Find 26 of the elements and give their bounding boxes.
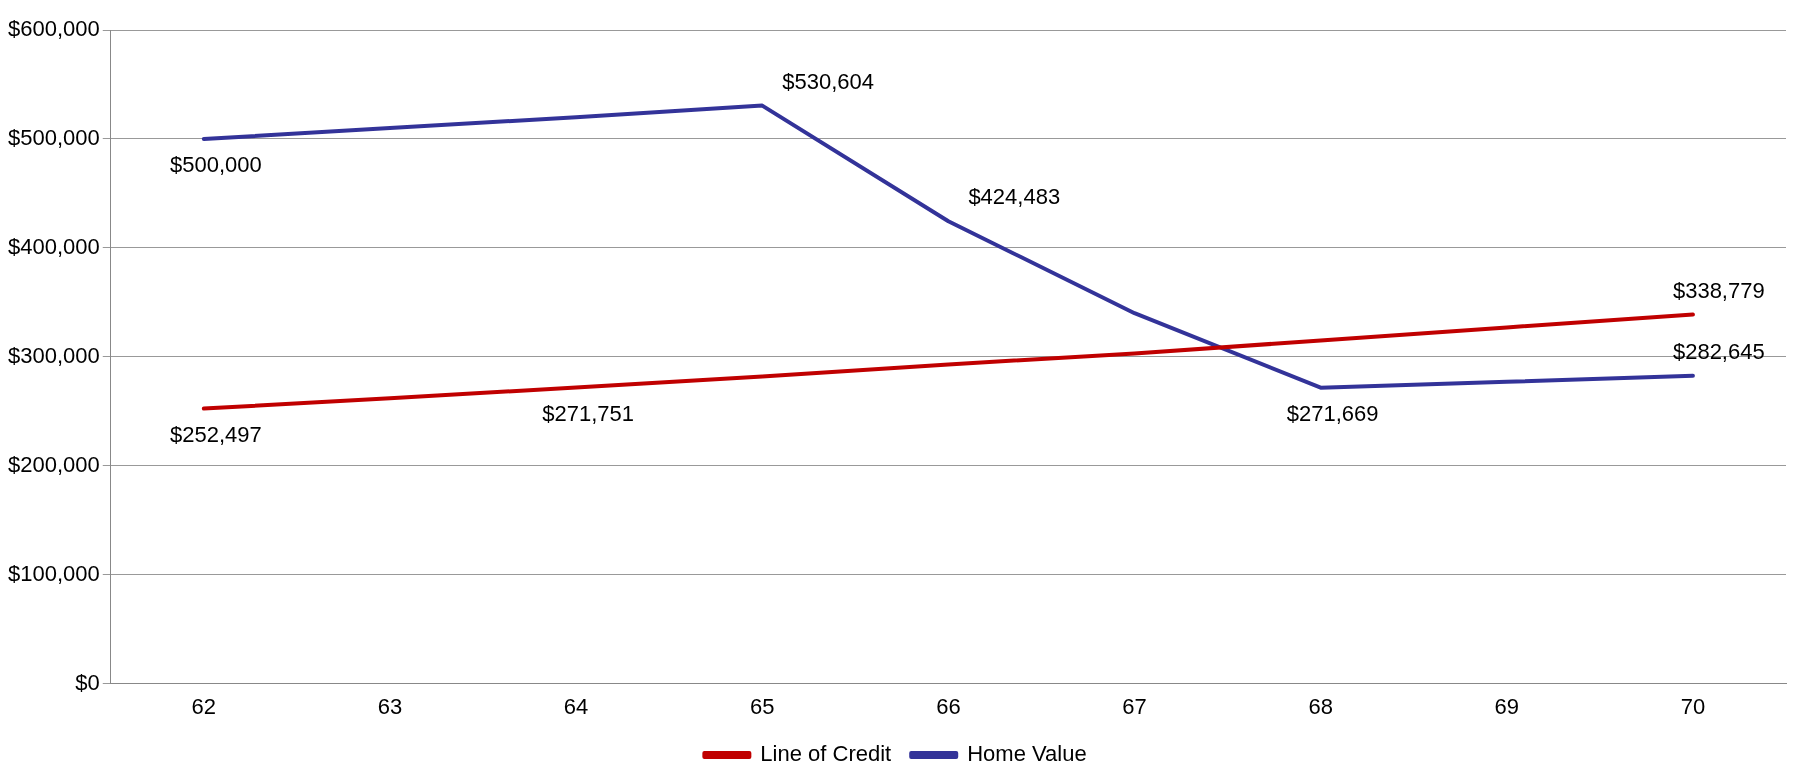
y-tick-label: $300,000 <box>7 342 100 368</box>
data-label: $424,483 <box>968 184 1061 210</box>
x-tick-label: 69 <box>1494 693 1520 719</box>
x-tick-label: 68 <box>1308 693 1333 719</box>
legend-label: Line of Credit <box>760 741 892 767</box>
y-tick-label: $0 <box>75 669 100 695</box>
y-tick-label: $100,000 <box>7 560 100 586</box>
data-label: $500,000 <box>169 152 262 177</box>
data-label: $338,779 <box>1672 277 1765 303</box>
x-tick-label: 67 <box>1122 693 1147 719</box>
x-tick-label: 70 <box>1680 693 1706 719</box>
data-label: $271,669 <box>1286 400 1379 426</box>
x-tick-label: 63 <box>377 693 403 719</box>
data-label: $271,751 <box>542 400 634 426</box>
y-tick-label: $400,000 <box>7 233 100 259</box>
data-label: $530,604 <box>782 68 875 94</box>
y-tick-label: $500,000 <box>7 125 100 150</box>
y-tick-label: $600,000 <box>7 16 100 42</box>
data-label: $282,645 <box>1672 338 1765 364</box>
data-label: $252,497 <box>169 421 262 447</box>
x-tick-label: 62 <box>191 693 217 719</box>
x-tick-label: 65 <box>750 693 775 719</box>
x-tick-label: 66 <box>936 693 961 719</box>
y-tick-label: $200,000 <box>7 451 100 477</box>
x-tick-label: 64 <box>563 693 589 719</box>
legend-label: Home Value <box>967 741 1087 767</box>
